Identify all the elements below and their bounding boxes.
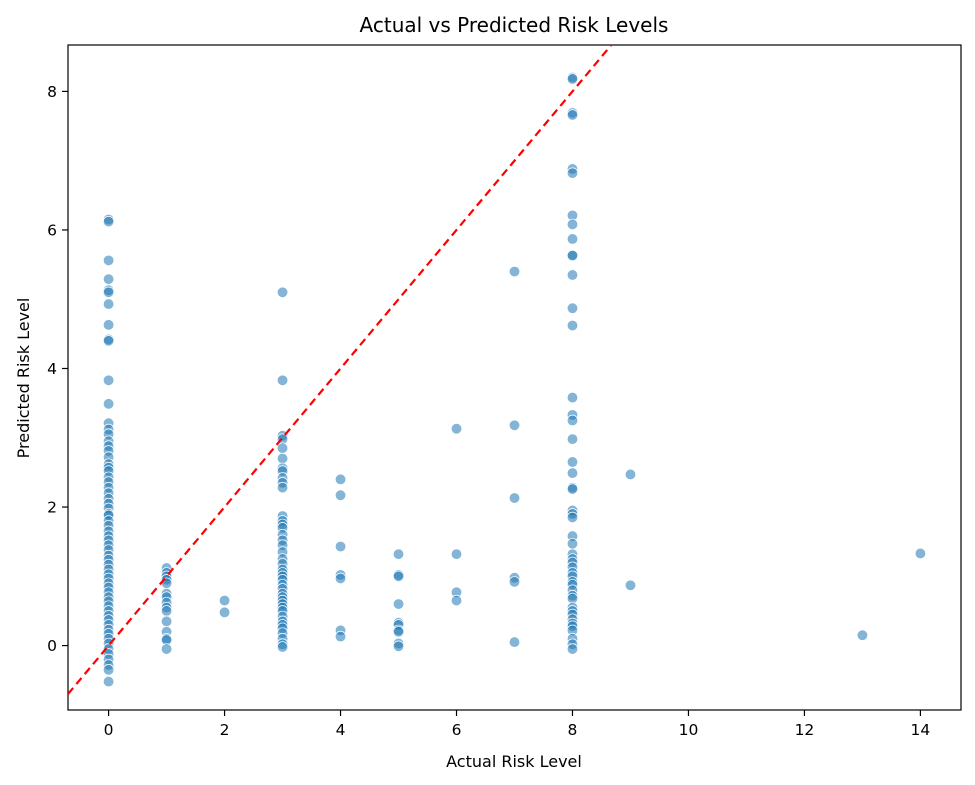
data-point <box>566 456 579 468</box>
data-point <box>102 398 115 410</box>
data-point <box>218 594 231 607</box>
data-point <box>102 319 115 331</box>
data-point <box>566 643 579 655</box>
x-tick-label: 8 <box>568 721 578 739</box>
data-point <box>450 423 463 435</box>
data-point <box>624 579 637 591</box>
data-point <box>566 73 579 85</box>
data-point <box>102 675 115 688</box>
data-point <box>566 302 579 314</box>
data-point <box>450 594 463 607</box>
data-point <box>508 419 521 431</box>
data-point <box>566 319 579 332</box>
data-point <box>566 109 579 121</box>
data-point <box>566 433 579 445</box>
data-point <box>276 374 289 386</box>
data-point <box>276 442 289 454</box>
x-tick-label: 6 <box>452 721 462 739</box>
data-point <box>102 298 115 310</box>
x-tick-label: 12 <box>795 721 815 739</box>
y-tick-label: 0 <box>47 637 57 655</box>
data-point <box>508 576 521 588</box>
data-point <box>508 636 521 648</box>
data-point <box>102 374 115 386</box>
data-point <box>566 467 579 479</box>
data-point <box>392 570 405 582</box>
data-point <box>102 335 115 347</box>
y-tick-label: 2 <box>47 499 57 517</box>
data-point <box>334 540 347 553</box>
data-point <box>160 643 173 655</box>
data-point <box>566 538 579 550</box>
y-axis: 0 2 4 6 8 <box>47 83 68 655</box>
data-point <box>392 548 405 560</box>
data-point <box>334 489 347 501</box>
data-point <box>276 481 289 494</box>
data-point <box>566 391 579 404</box>
data-point <box>160 605 173 617</box>
y-tick-label: 8 <box>47 83 57 101</box>
data-point <box>856 629 869 641</box>
data-point <box>102 286 115 298</box>
data-point <box>218 606 231 618</box>
data-point <box>566 249 579 262</box>
x-tick-label: 4 <box>336 721 346 739</box>
data-points <box>102 71 927 688</box>
data-point <box>450 548 463 560</box>
data-point <box>566 233 579 245</box>
x-tick-label: 14 <box>911 721 931 739</box>
data-point <box>334 473 347 485</box>
data-point <box>392 626 405 638</box>
data-point <box>334 572 347 585</box>
data-point <box>508 492 521 504</box>
x-tick-label: 2 <box>220 721 230 739</box>
data-point <box>102 215 115 228</box>
data-point <box>566 414 579 427</box>
data-point <box>392 640 405 652</box>
plot-frame <box>67 44 962 711</box>
x-tick-label: 10 <box>679 721 699 739</box>
data-point <box>566 218 579 231</box>
y-tick-label: 4 <box>47 360 57 378</box>
data-point <box>102 664 115 676</box>
x-axis: 0 2 4 6 8 10 12 14 <box>104 710 931 739</box>
data-point <box>392 598 405 610</box>
data-point <box>566 167 579 179</box>
data-point <box>624 468 637 481</box>
data-point <box>102 273 115 285</box>
data-point <box>334 630 347 643</box>
data-point <box>914 547 927 560</box>
data-point <box>102 254 115 267</box>
y-tick-label: 6 <box>47 221 57 239</box>
data-point <box>566 483 579 495</box>
x-axis-label: Actual Risk Level <box>446 752 582 771</box>
data-point <box>566 511 579 524</box>
x-tick-label: 0 <box>104 721 114 739</box>
reference-line <box>68 45 613 695</box>
data-point <box>160 615 173 627</box>
data-point <box>276 641 289 653</box>
y-axis-label: Predicted Risk Level <box>14 298 33 459</box>
data-point <box>566 269 579 281</box>
chart-title: Actual vs Predicted Risk Levels <box>360 13 669 37</box>
data-point <box>508 265 521 278</box>
data-point <box>276 286 289 298</box>
data-point <box>276 452 289 465</box>
